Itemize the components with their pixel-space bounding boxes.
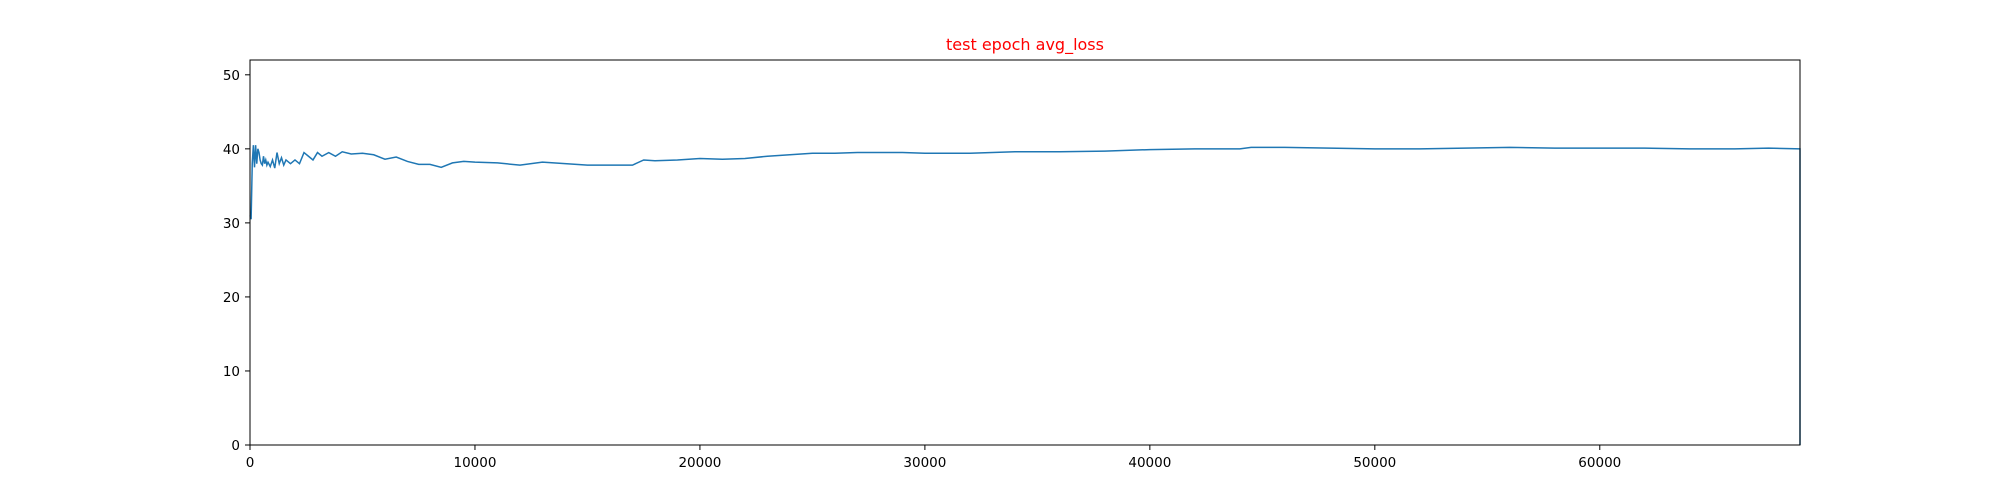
y-tick-label: 30 (223, 216, 240, 232)
x-tick-label: 10000 (453, 455, 496, 471)
y-tick-label: 10 (223, 364, 240, 380)
y-tick-label: 20 (223, 290, 240, 306)
series-line (249, 145, 1801, 445)
x-tick-label: 50000 (1353, 455, 1396, 471)
y-tick-label: 0 (231, 438, 240, 454)
x-tick-label: 20000 (678, 455, 721, 471)
x-axis: 0 10000 20000 30000 40000 50000 60000 (246, 445, 1621, 471)
chart-title: test epoch avg_loss (946, 35, 1104, 55)
y-axis: 0 10 20 30 40 50 (223, 68, 250, 454)
x-tick-label: 0 (246, 455, 255, 471)
x-tick-label: 60000 (1578, 455, 1621, 471)
plot-frame (249, 59, 1801, 446)
x-tick-label: 30000 (903, 455, 946, 471)
x-tick-label: 40000 (1128, 455, 1171, 471)
y-tick-label: 40 (223, 142, 240, 158)
y-tick-label: 50 (223, 68, 240, 84)
